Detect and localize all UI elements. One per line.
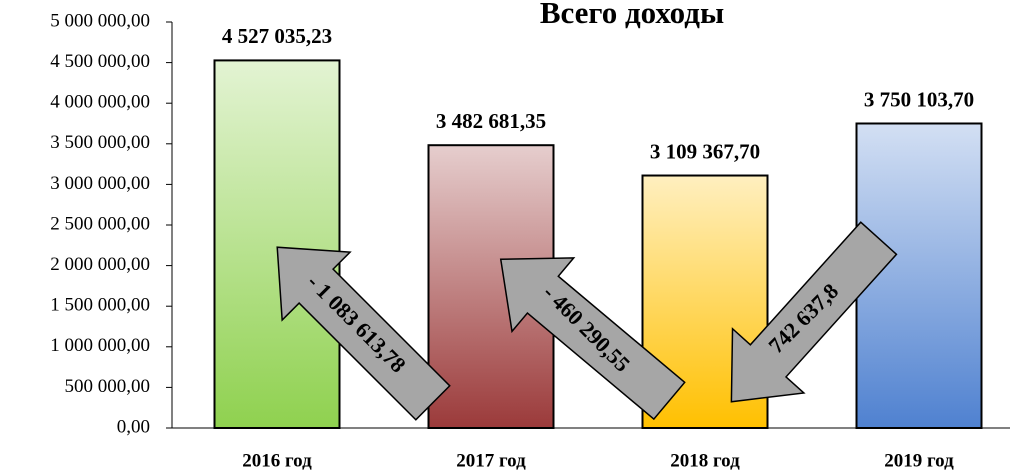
- arrow-shape: [276, 246, 451, 421]
- value-label: 4 527 035,23: [222, 24, 332, 48]
- y-tick-label: 500 000,00: [65, 376, 151, 397]
- y-tick-label: 1 000 000,00: [50, 335, 150, 356]
- arrow-shape: [499, 257, 686, 421]
- arrow: [499, 257, 686, 421]
- arrow-shape: [730, 221, 898, 403]
- bar: [213, 59, 341, 429]
- x-tick-label: 2018 год: [670, 450, 740, 471]
- y-tick-label: 1 500 000,00: [50, 295, 150, 316]
- arrow: [730, 221, 898, 403]
- y-tick-label: 3 500 000,00: [50, 132, 150, 153]
- x-tick-label: 2019 год: [884, 450, 954, 471]
- y-tick-label: 2 000 000,00: [50, 254, 150, 275]
- value-label: 3 482 681,35: [436, 109, 546, 133]
- x-tick-label: 2016 год: [242, 450, 312, 471]
- arrow: [276, 246, 451, 421]
- y-tick-label: 0,00: [117, 416, 150, 437]
- x-tick-label: 2017 год: [456, 450, 526, 471]
- y-tick-label: 4 000 000,00: [50, 92, 150, 113]
- chart-title: Всего доходы: [540, 0, 724, 30]
- y-tick-label: 3 000 000,00: [50, 173, 150, 194]
- y-tick-label: 5 000 000,00: [50, 10, 150, 31]
- y-tick-label: 4 500 000,00: [50, 51, 150, 72]
- value-label: 3 750 103,70: [864, 87, 974, 111]
- value-label: 3 109 367,70: [650, 139, 760, 163]
- y-tick-label: 2 500 000,00: [50, 213, 150, 234]
